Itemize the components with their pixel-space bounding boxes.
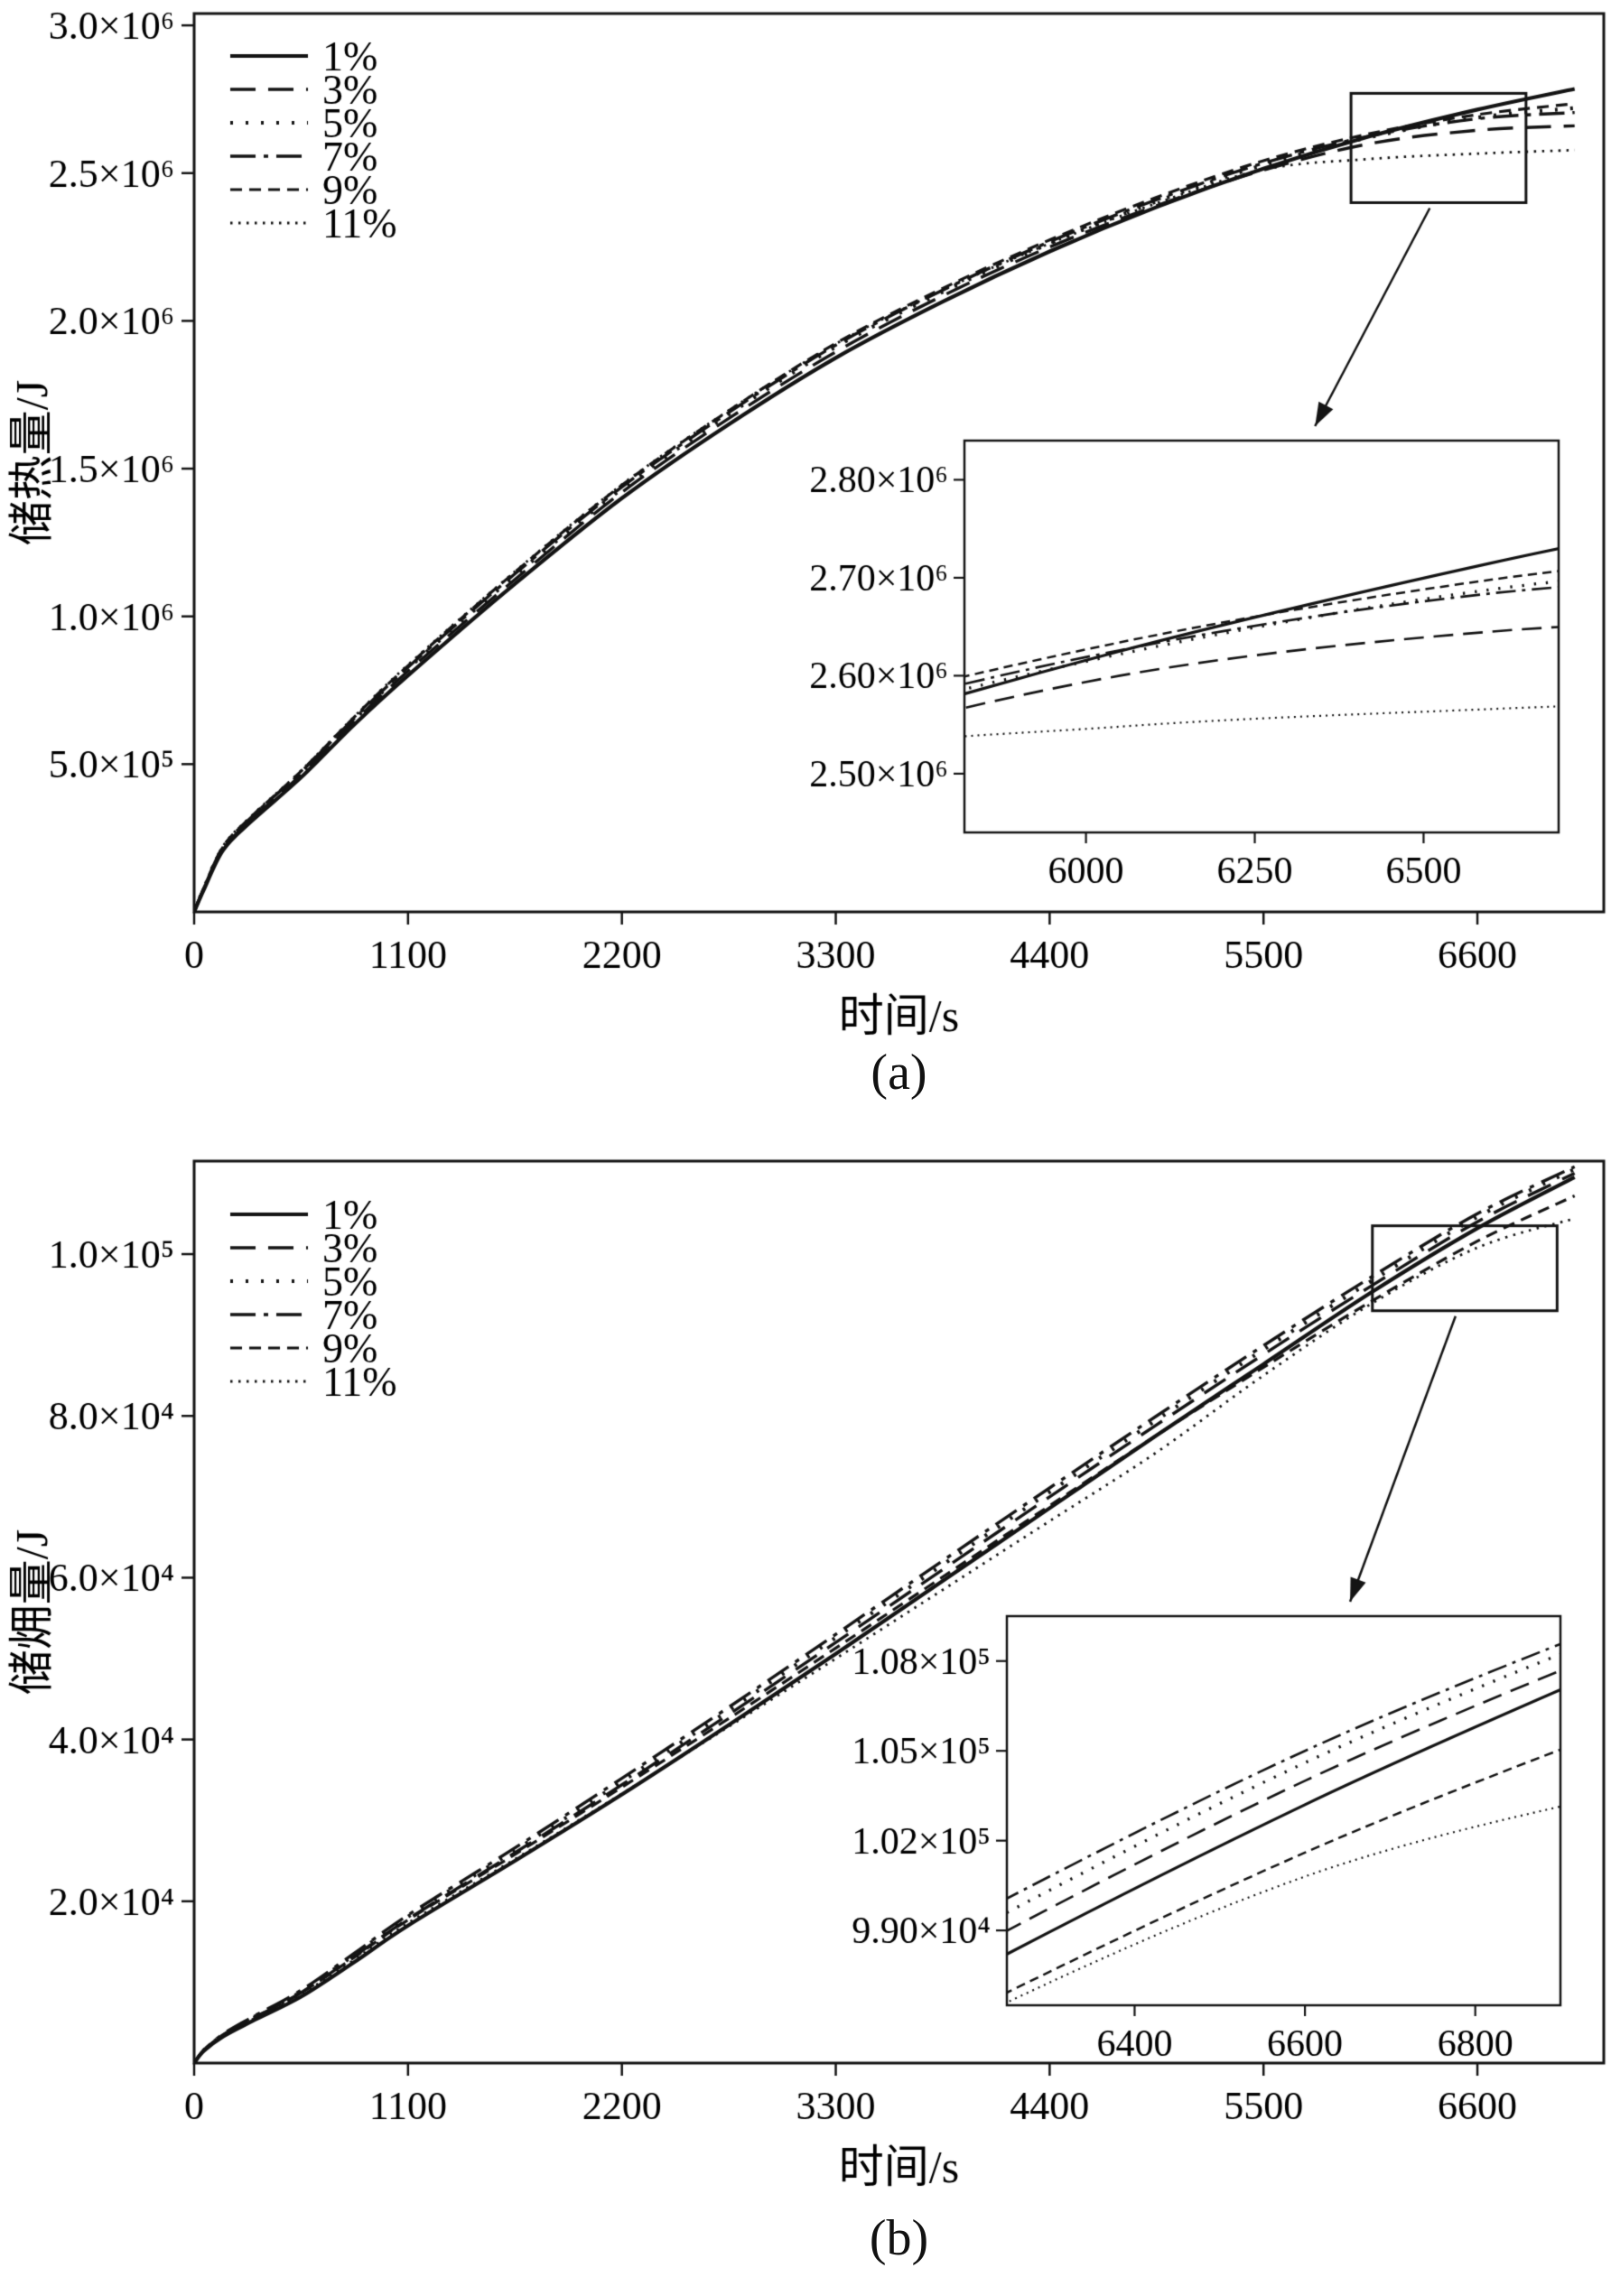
panel-a-caption: (a) — [871, 1045, 927, 1101]
chart-b-canvas — [0, 1148, 1611, 2296]
panel-b-caption: (b) — [869, 2210, 929, 2266]
panel-a: (a) — [0, 0, 1611, 1148]
chart-a-canvas — [0, 0, 1611, 1148]
panel-b: (b) — [0, 1148, 1611, 2296]
